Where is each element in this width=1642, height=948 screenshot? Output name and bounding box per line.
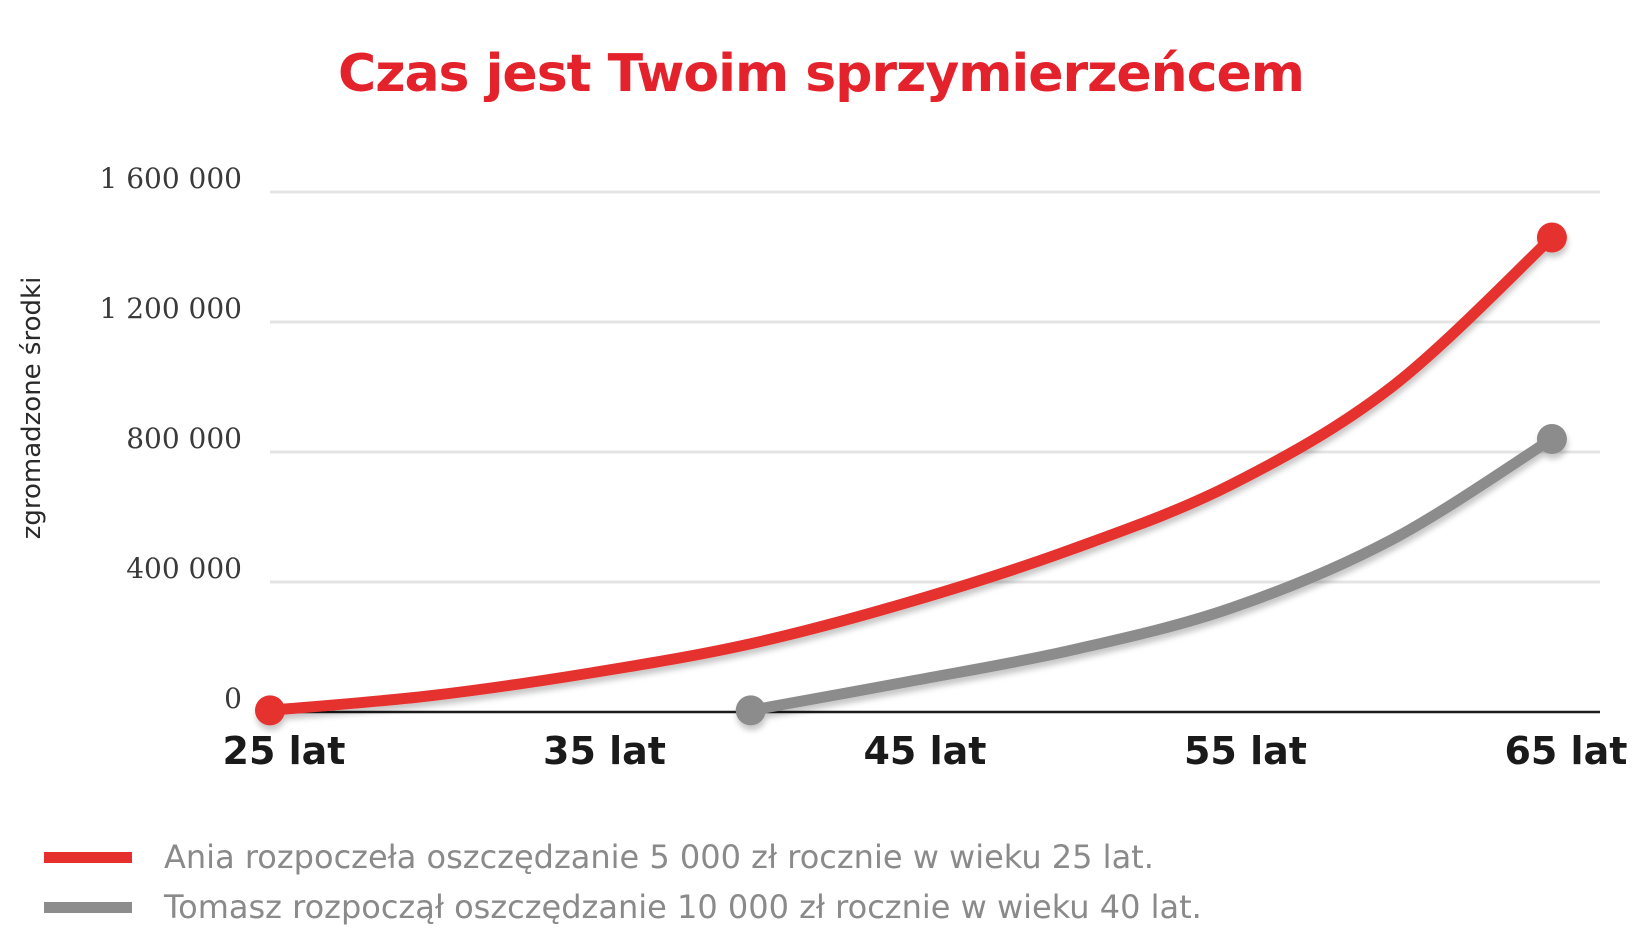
x-tick-label: 45 lat [863,729,986,773]
x-tick-label: 25 lat [223,729,346,773]
chart-title: Czas jest Twoim sprzymierzeńcem [338,44,1305,104]
start-point [255,695,285,726]
legend-item: Ania rozpoczeła oszczędzanie 5 000 zł ro… [44,832,1202,882]
legend-swatch [44,851,132,863]
series-line [264,232,1558,716]
y-tick-label: 800 000 [126,422,242,455]
x-axis-ticks: 25 lat 35 lat 45 lat 55 lat 65 lat [223,729,1628,773]
x-tick-label: 55 lat [1184,729,1307,773]
y-axis-ticks: 0 400 000 800 000 1 200 000 1 600 000 [99,162,242,715]
gridlines [270,190,1600,714]
series-2 [735,424,1567,726]
y-tick-label: 400 000 [126,552,242,585]
y-tick-label: 1 600 000 [99,162,242,195]
legend-swatch [44,901,132,913]
legend-label: Tomasz rozpoczął oszczędzanie 10 000 zł … [164,888,1202,926]
x-tick-label: 65 lat [1504,729,1627,773]
legend-item: Tomasz rozpoczął oszczędzanie 10 000 zł … [44,882,1202,932]
y-axis-label: zgromadzone środki [17,277,47,540]
series-1 [255,222,1567,726]
start-point [735,695,766,726]
series-layer [255,222,1567,726]
end-point [1536,222,1567,253]
end-point [1536,424,1567,454]
legend: Ania rozpoczeła oszczędzanie 5 000 zł ro… [44,832,1202,932]
y-tick-label: 0 [224,682,242,715]
series-line [745,433,1558,716]
x-tick-label: 35 lat [543,729,666,773]
legend-label: Ania rozpoczeła oszczędzanie 5 000 zł ro… [164,838,1154,876]
y-tick-label: 1 200 000 [99,292,242,325]
line-chart: 0 400 000 800 000 1 200 000 1 600 000 25 lat… [17,162,1628,773]
